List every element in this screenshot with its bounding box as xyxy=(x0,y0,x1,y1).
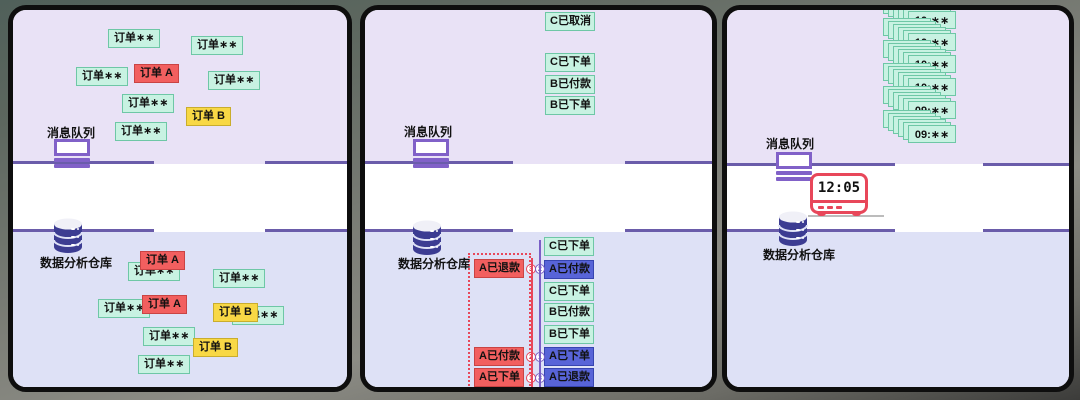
tag-teal: C已下单 xyxy=(545,53,595,72)
divider-line xyxy=(13,229,154,232)
tag-yellow: 订单 B xyxy=(193,338,238,357)
clock-time: 12:05 xyxy=(813,176,865,203)
tag-teal: 订单∗∗ xyxy=(76,67,129,86)
tag-teal: 订单∗∗ xyxy=(115,122,168,141)
tag-teal: B已付款 xyxy=(544,303,594,322)
clock-icon: 12:05 xyxy=(810,173,868,216)
queue-zone xyxy=(365,10,712,164)
message-queue-icon xyxy=(54,139,90,170)
tag-red: A已退款 xyxy=(474,259,524,278)
database-icon xyxy=(778,211,808,246)
tag-teal: 订单∗∗ xyxy=(191,36,244,55)
tag-teal: 订单∗∗ xyxy=(138,355,191,374)
tag-red: A已下单 xyxy=(474,368,524,387)
tag-teal: 订单∗∗ xyxy=(208,71,261,90)
tag-red: 订单 A xyxy=(140,251,185,270)
warehouse-label: 数据分析仓库 xyxy=(398,257,471,271)
message-queue-icon xyxy=(776,152,812,183)
compensation-events-layer: A已退款 A已付款 A已下单 xyxy=(365,10,712,387)
purple-flow-line xyxy=(539,240,541,387)
tag-teal: 订单∗∗ xyxy=(143,327,196,346)
divider-line xyxy=(983,229,1069,232)
divider-line xyxy=(727,229,895,232)
time-tag-card: 09:∗∗ xyxy=(908,125,956,143)
divider-line xyxy=(625,229,712,232)
tag-teal: B已下单 xyxy=(545,96,595,115)
panel-event-ordering: 消息队列 数据分析仓库 C已取消 C已下单 B已付款 B已下单 A已退款 A已付款 A已下… xyxy=(360,5,717,392)
warehouse-orders-layer: 订单∗∗ 订单 A 订单∗∗ 订单∗∗ 订单 A 订单∗∗ 订单 B 订单∗∗ 订单 B 订单∗∗ xyxy=(13,10,347,387)
divider-line xyxy=(265,161,347,164)
event-column-layer: C已下单 A已付款 C已下单 B已付款 B已下单 A已下单 A已退款 xyxy=(365,10,712,387)
tag-blue: A已退款 xyxy=(544,368,594,387)
warehouse-label: 数据分析仓库 xyxy=(763,248,836,262)
compensation-box xyxy=(468,253,531,387)
tag-red: A已付款 xyxy=(474,347,524,366)
tag-teal: C已取消 xyxy=(545,12,595,31)
tag-teal: 订单∗∗ xyxy=(108,29,161,48)
queue-events-layer: C已取消 C已下单 B已付款 B已下单 xyxy=(365,10,712,387)
tag-teal: C已下单 xyxy=(544,282,594,301)
red-flow-line xyxy=(531,258,533,387)
clock-base xyxy=(813,203,865,211)
warehouse-label: 数据分析仓库 xyxy=(40,256,113,270)
tag-teal: 订单∗∗ xyxy=(122,94,175,113)
divider-line xyxy=(365,161,513,164)
tag-teal: 订单∗∗ xyxy=(213,269,266,288)
divider-line xyxy=(983,163,1069,166)
timeline-line xyxy=(808,215,884,217)
divider-line xyxy=(625,161,712,164)
tag-teal: B已付款 xyxy=(545,75,595,94)
queue-label: 消息队列 xyxy=(766,137,815,151)
panel-orders-unordered: 消息队列 数据分析仓库 订单∗∗ 订单∗∗ 订单∗∗ 订单 A 订单∗∗ 订单∗∗ 订单 B… xyxy=(8,5,352,392)
tag-yellow: 订单 B xyxy=(213,303,258,322)
tag-red: 订单 A xyxy=(134,64,179,83)
queue-label: 消息队列 xyxy=(47,126,96,140)
database-icon xyxy=(412,220,442,255)
divider-line xyxy=(265,229,347,232)
divider-line xyxy=(13,161,154,164)
time-batch-stacks-layer: 10:∗∗10:∗∗10:∗∗10:∗∗09:∗∗09:∗∗ xyxy=(727,10,1069,387)
tag-teal: C已下单 xyxy=(544,237,594,256)
tag-blue: A已下单 xyxy=(544,347,594,366)
queue-orders-layer: 订单∗∗ 订单∗∗ 订单∗∗ 订单 A 订单∗∗ 订单∗∗ 订单 B 订单∗∗ xyxy=(13,10,347,387)
warehouse-zone xyxy=(727,232,1069,387)
tag-yellow: 订单 B xyxy=(186,107,231,126)
panel-time-batches: 消息队列 12:05 数据分析仓库 10:∗∗10:∗∗10:∗∗10:∗∗09… xyxy=(722,5,1074,392)
queue-label: 消息队列 xyxy=(404,125,453,139)
queue-zone xyxy=(13,10,347,164)
message-queue-icon xyxy=(413,139,449,170)
tag-red: 订单 A xyxy=(142,295,187,314)
database-icon xyxy=(53,218,83,253)
tag-teal: B已下单 xyxy=(544,325,594,344)
tag-teal: 订单∗∗ xyxy=(98,299,151,318)
